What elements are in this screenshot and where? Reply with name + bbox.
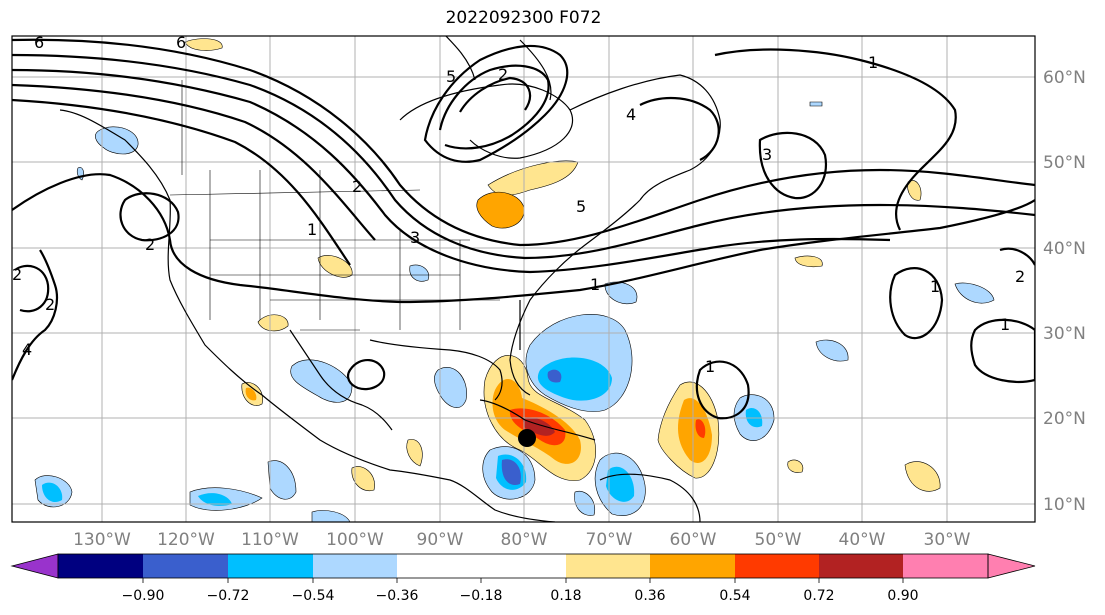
contour-labels: 6 6 5 2 2 1 1 1 1 1 1 2 2 2 2 4 3 5 3 4: [12, 33, 1025, 376]
colorbar-bin: [228, 554, 313, 578]
colorbar-tick-label: −0.36: [376, 588, 419, 604]
colorbar-bin: [481, 554, 566, 578]
colorbar-tick-label: 0.18: [550, 588, 581, 604]
colorbar-bin: [143, 554, 228, 578]
contour-label: 6: [176, 33, 186, 52]
colorbar-bin: [903, 554, 988, 578]
lon-label: 60°W: [670, 530, 717, 550]
contour-label: 3: [762, 145, 772, 164]
colorbar-bin: [397, 554, 481, 578]
contour-label: 2: [352, 177, 362, 196]
lat-label: 40°N: [1043, 239, 1086, 259]
contour-label: 5: [576, 197, 586, 216]
lat-label: 30°N: [1043, 324, 1086, 344]
lon-label: 50°W: [755, 530, 802, 550]
lon-label: 90°W: [417, 530, 464, 550]
height-contours: [12, 38, 1035, 420]
colorbar-extend-low: [10, 553, 59, 579]
lat-label: 20°N: [1043, 409, 1086, 429]
colorbar-bin: [566, 554, 650, 578]
lat-label: 10°N: [1043, 495, 1086, 515]
latitude-labels: 60°N 50°N 40°N 30°N 20°N 10°N: [1043, 68, 1086, 515]
lon-label: 110°W: [241, 530, 299, 550]
graticule: [12, 36, 1035, 522]
colorbar-tick-label: 0.36: [634, 588, 665, 604]
map-frame: [11, 35, 1036, 523]
colorbar-tick-label: 0.90: [887, 588, 918, 604]
lon-label: 120°W: [157, 530, 215, 550]
contour-label: 4: [22, 340, 32, 359]
map-title: 2022092300 F072: [445, 8, 602, 28]
lon-label: 80°W: [501, 530, 548, 550]
contour-label: 2: [12, 265, 22, 284]
contour-label: 5: [446, 67, 456, 86]
colorbar: −0.90 −0.72 −0.54 −0.36 −0.18 0.18 0.36 …: [10, 553, 1036, 604]
political-borders: [169, 80, 500, 331]
contour-label: 1: [868, 53, 878, 72]
contour-label: 6: [34, 33, 44, 52]
contour-label: 2: [45, 295, 55, 314]
colorbar-tick-label: 0.72: [803, 588, 834, 604]
lon-label: 30°W: [924, 530, 971, 550]
storm-center-marker: [518, 429, 536, 447]
contour-label: 1: [307, 220, 317, 239]
colorbar-tick-label: −0.90: [122, 588, 165, 604]
anomaly-shading: [34, 38, 995, 522]
contour-label: 1: [1000, 315, 1010, 334]
colorbar-tick-label: 0.54: [719, 588, 750, 604]
colorbar-bin: [58, 554, 143, 578]
longitude-labels: 130°W 120°W 110°W 100°W 90°W 80°W 70°W 6…: [73, 530, 971, 550]
contour-label: 1: [705, 357, 715, 376]
colorbar-bin: [650, 554, 735, 578]
contour-label: 1: [590, 275, 600, 294]
lon-label: 100°W: [326, 530, 384, 550]
lat-label: 60°N: [1043, 68, 1086, 88]
contour-label: 2: [145, 235, 155, 254]
lon-label: 130°W: [73, 530, 131, 550]
colorbar-extend-high: [987, 553, 1036, 579]
colorbar-tick-label: −0.54: [292, 588, 335, 604]
colorbar-tick-label: −0.18: [460, 588, 503, 604]
colorbar-outline: [57, 553, 989, 579]
coastlines: [59, 36, 721, 522]
colorbar-bin: [735, 554, 819, 578]
contour-label: 2: [1015, 267, 1025, 286]
colorbar-bin: [313, 554, 397, 578]
lat-label: 50°N: [1043, 153, 1086, 173]
contour-label: 1: [930, 277, 940, 296]
lon-label: 70°W: [586, 530, 633, 550]
contour-label: 3: [410, 228, 420, 247]
contour-label: 2: [498, 65, 508, 84]
colorbar-bin: [819, 554, 903, 578]
contour-label: 4: [626, 105, 636, 124]
colorbar-tick-label: −0.72: [207, 588, 250, 604]
lon-label: 40°W: [839, 530, 886, 550]
